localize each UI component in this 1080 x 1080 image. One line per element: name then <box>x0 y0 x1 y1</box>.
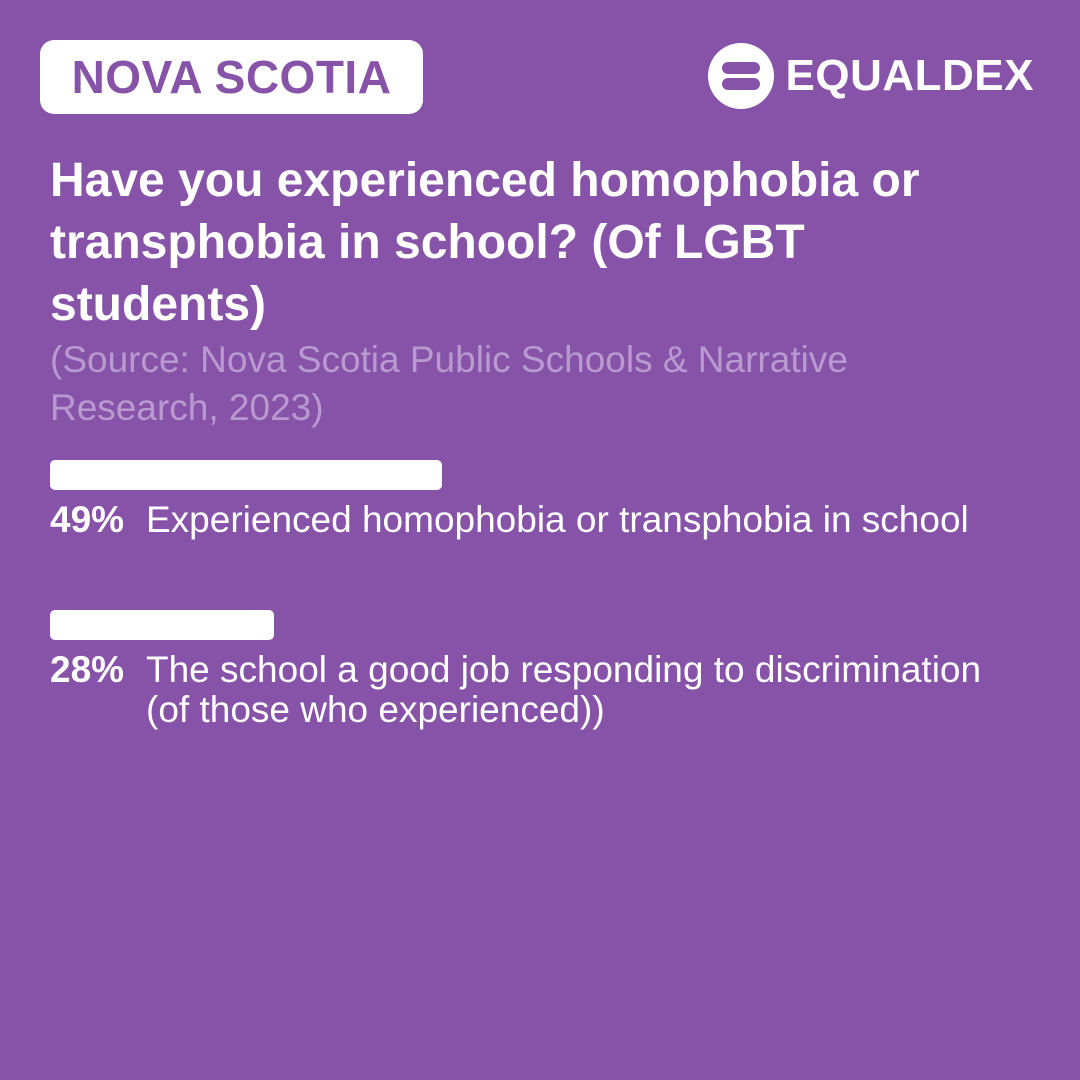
brand: EQUALDEX <box>707 43 1034 109</box>
bar-category-label: Experienced homophobia or transphobia in… <box>146 499 969 540</box>
chart-title: Have you experienced homophobia or trans… <box>50 154 920 331</box>
bar <box>50 460 442 490</box>
bar-track <box>50 460 850 490</box>
bar-text: 49% Experienced homophobia or transphobi… <box>50 500 1030 540</box>
region-badge: NOVA SCOTIA <box>40 40 423 114</box>
bar-value-label: 28% <box>50 649 125 690</box>
bar-text: 28% The school a good job responding to … <box>50 650 1030 730</box>
region-badge-label: NOVA SCOTIA <box>71 51 392 103</box>
bar-category-label: The school a good job responding to disc… <box>146 649 982 730</box>
chart-source: (Source: Nova Scotia Public Schools & Na… <box>50 339 848 428</box>
brand-name: EQUALDEX <box>785 51 1034 100</box>
bar-value-label: 49% <box>50 499 125 540</box>
equaldex-logo-icon <box>707 43 774 109</box>
bar-track <box>50 610 850 640</box>
bar-item: 28% The school a good job responding to … <box>50 610 1030 730</box>
bar-item: 49% Experienced homophobia or transphobi… <box>50 460 1030 540</box>
bar <box>50 610 274 640</box>
